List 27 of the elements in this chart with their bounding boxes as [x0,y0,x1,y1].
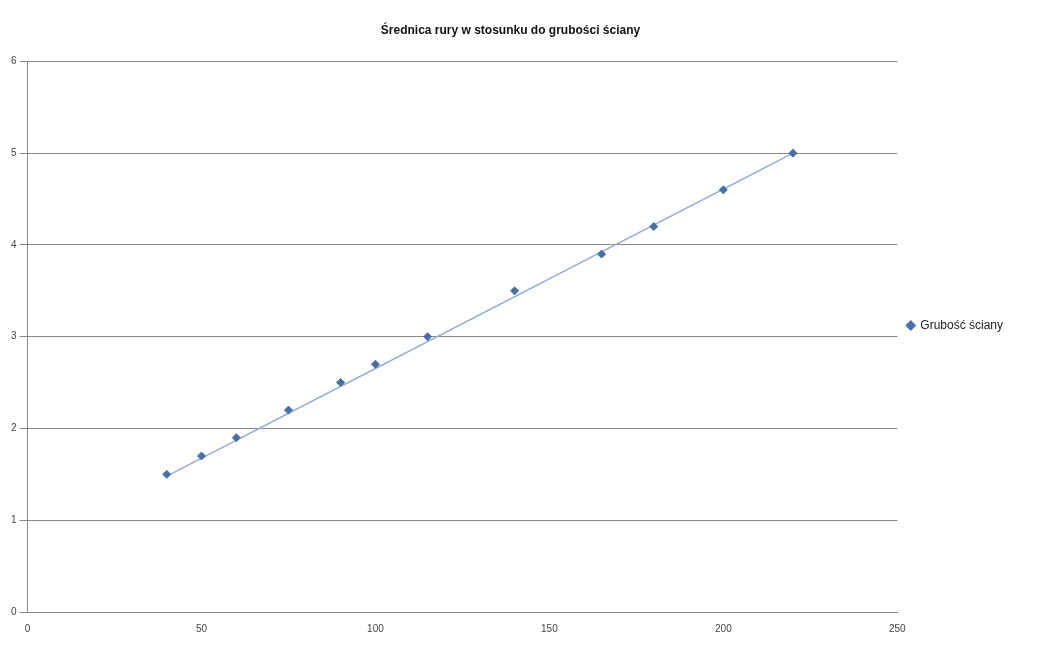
point [718,185,728,195]
y-tick-label: 1 [11,513,17,525]
x-tick-label: 100 [367,622,385,634]
point [597,249,607,259]
y-tick-label: 4 [11,238,17,250]
point [197,451,207,461]
point [336,378,346,388]
point [649,222,659,232]
x-tick-label: 250 [888,622,907,634]
x-tick-label: 50 [195,622,208,634]
point [510,286,520,296]
point [231,433,241,443]
y-tick-label: 5 [11,146,17,158]
point [370,359,380,369]
y-tick-label: 2 [11,422,17,434]
chart-title: Średnica rury w stosunku do grubości ściany [380,21,641,37]
x-tick-label: 150 [541,622,559,634]
point [788,148,798,158]
y-tick-label: 3 [11,330,17,342]
y-tick-label: 0 [11,605,17,617]
y-tick-label: 6 [11,55,17,67]
point [162,469,172,479]
x-tick-label: 0 [24,622,31,634]
point [423,332,433,342]
x-tick-label: 200 [715,622,733,634]
legend-label: Grubość ściany [920,317,1003,332]
point [283,405,293,415]
